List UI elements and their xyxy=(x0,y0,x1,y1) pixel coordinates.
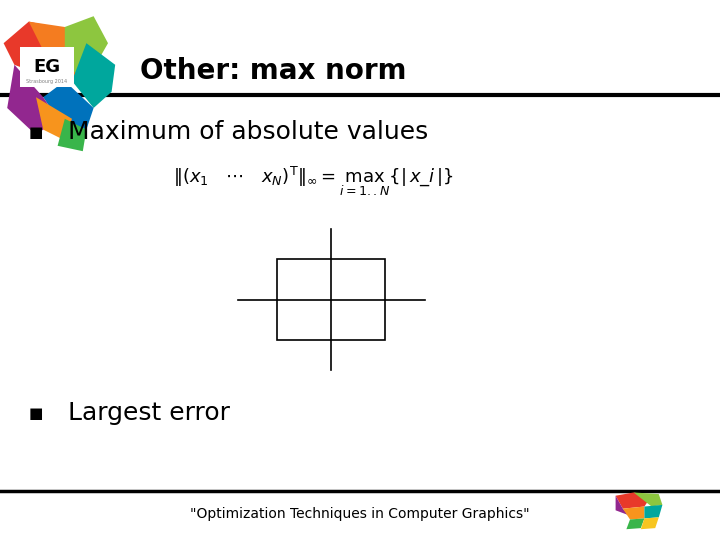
Polygon shape xyxy=(29,22,86,81)
Polygon shape xyxy=(43,81,94,130)
Text: Other: max norm: Other: max norm xyxy=(140,57,407,85)
Polygon shape xyxy=(4,22,65,76)
Polygon shape xyxy=(626,518,644,529)
Polygon shape xyxy=(58,119,86,151)
Polygon shape xyxy=(36,97,72,140)
Text: "Optimization Techniques in Computer Graphics": "Optimization Techniques in Computer Gra… xyxy=(190,507,530,521)
Polygon shape xyxy=(7,65,58,135)
Polygon shape xyxy=(65,16,108,81)
Polygon shape xyxy=(616,492,652,509)
Text: EG: EG xyxy=(33,58,60,76)
Polygon shape xyxy=(623,507,644,519)
Bar xyxy=(277,259,385,340)
Polygon shape xyxy=(616,496,630,516)
Text: Maximum of absolute values: Maximum of absolute values xyxy=(68,120,428,144)
Polygon shape xyxy=(634,492,662,507)
Polygon shape xyxy=(641,517,659,529)
Text: Strasbourg 2014: Strasbourg 2014 xyxy=(26,78,68,84)
Text: ■: ■ xyxy=(29,125,43,140)
Text: ■: ■ xyxy=(29,406,43,421)
Polygon shape xyxy=(72,43,115,108)
Text: Largest error: Largest error xyxy=(68,401,230,425)
Text: $\|(x_1 \quad \cdots \quad x_N)^\mathrm{T}\|_\infty = \underset{i=1..N}{\max}\{|: $\|(x_1 \quad \cdots \quad x_N)^\mathrm{… xyxy=(173,164,454,198)
Bar xyxy=(20,47,74,87)
Polygon shape xyxy=(644,505,662,518)
